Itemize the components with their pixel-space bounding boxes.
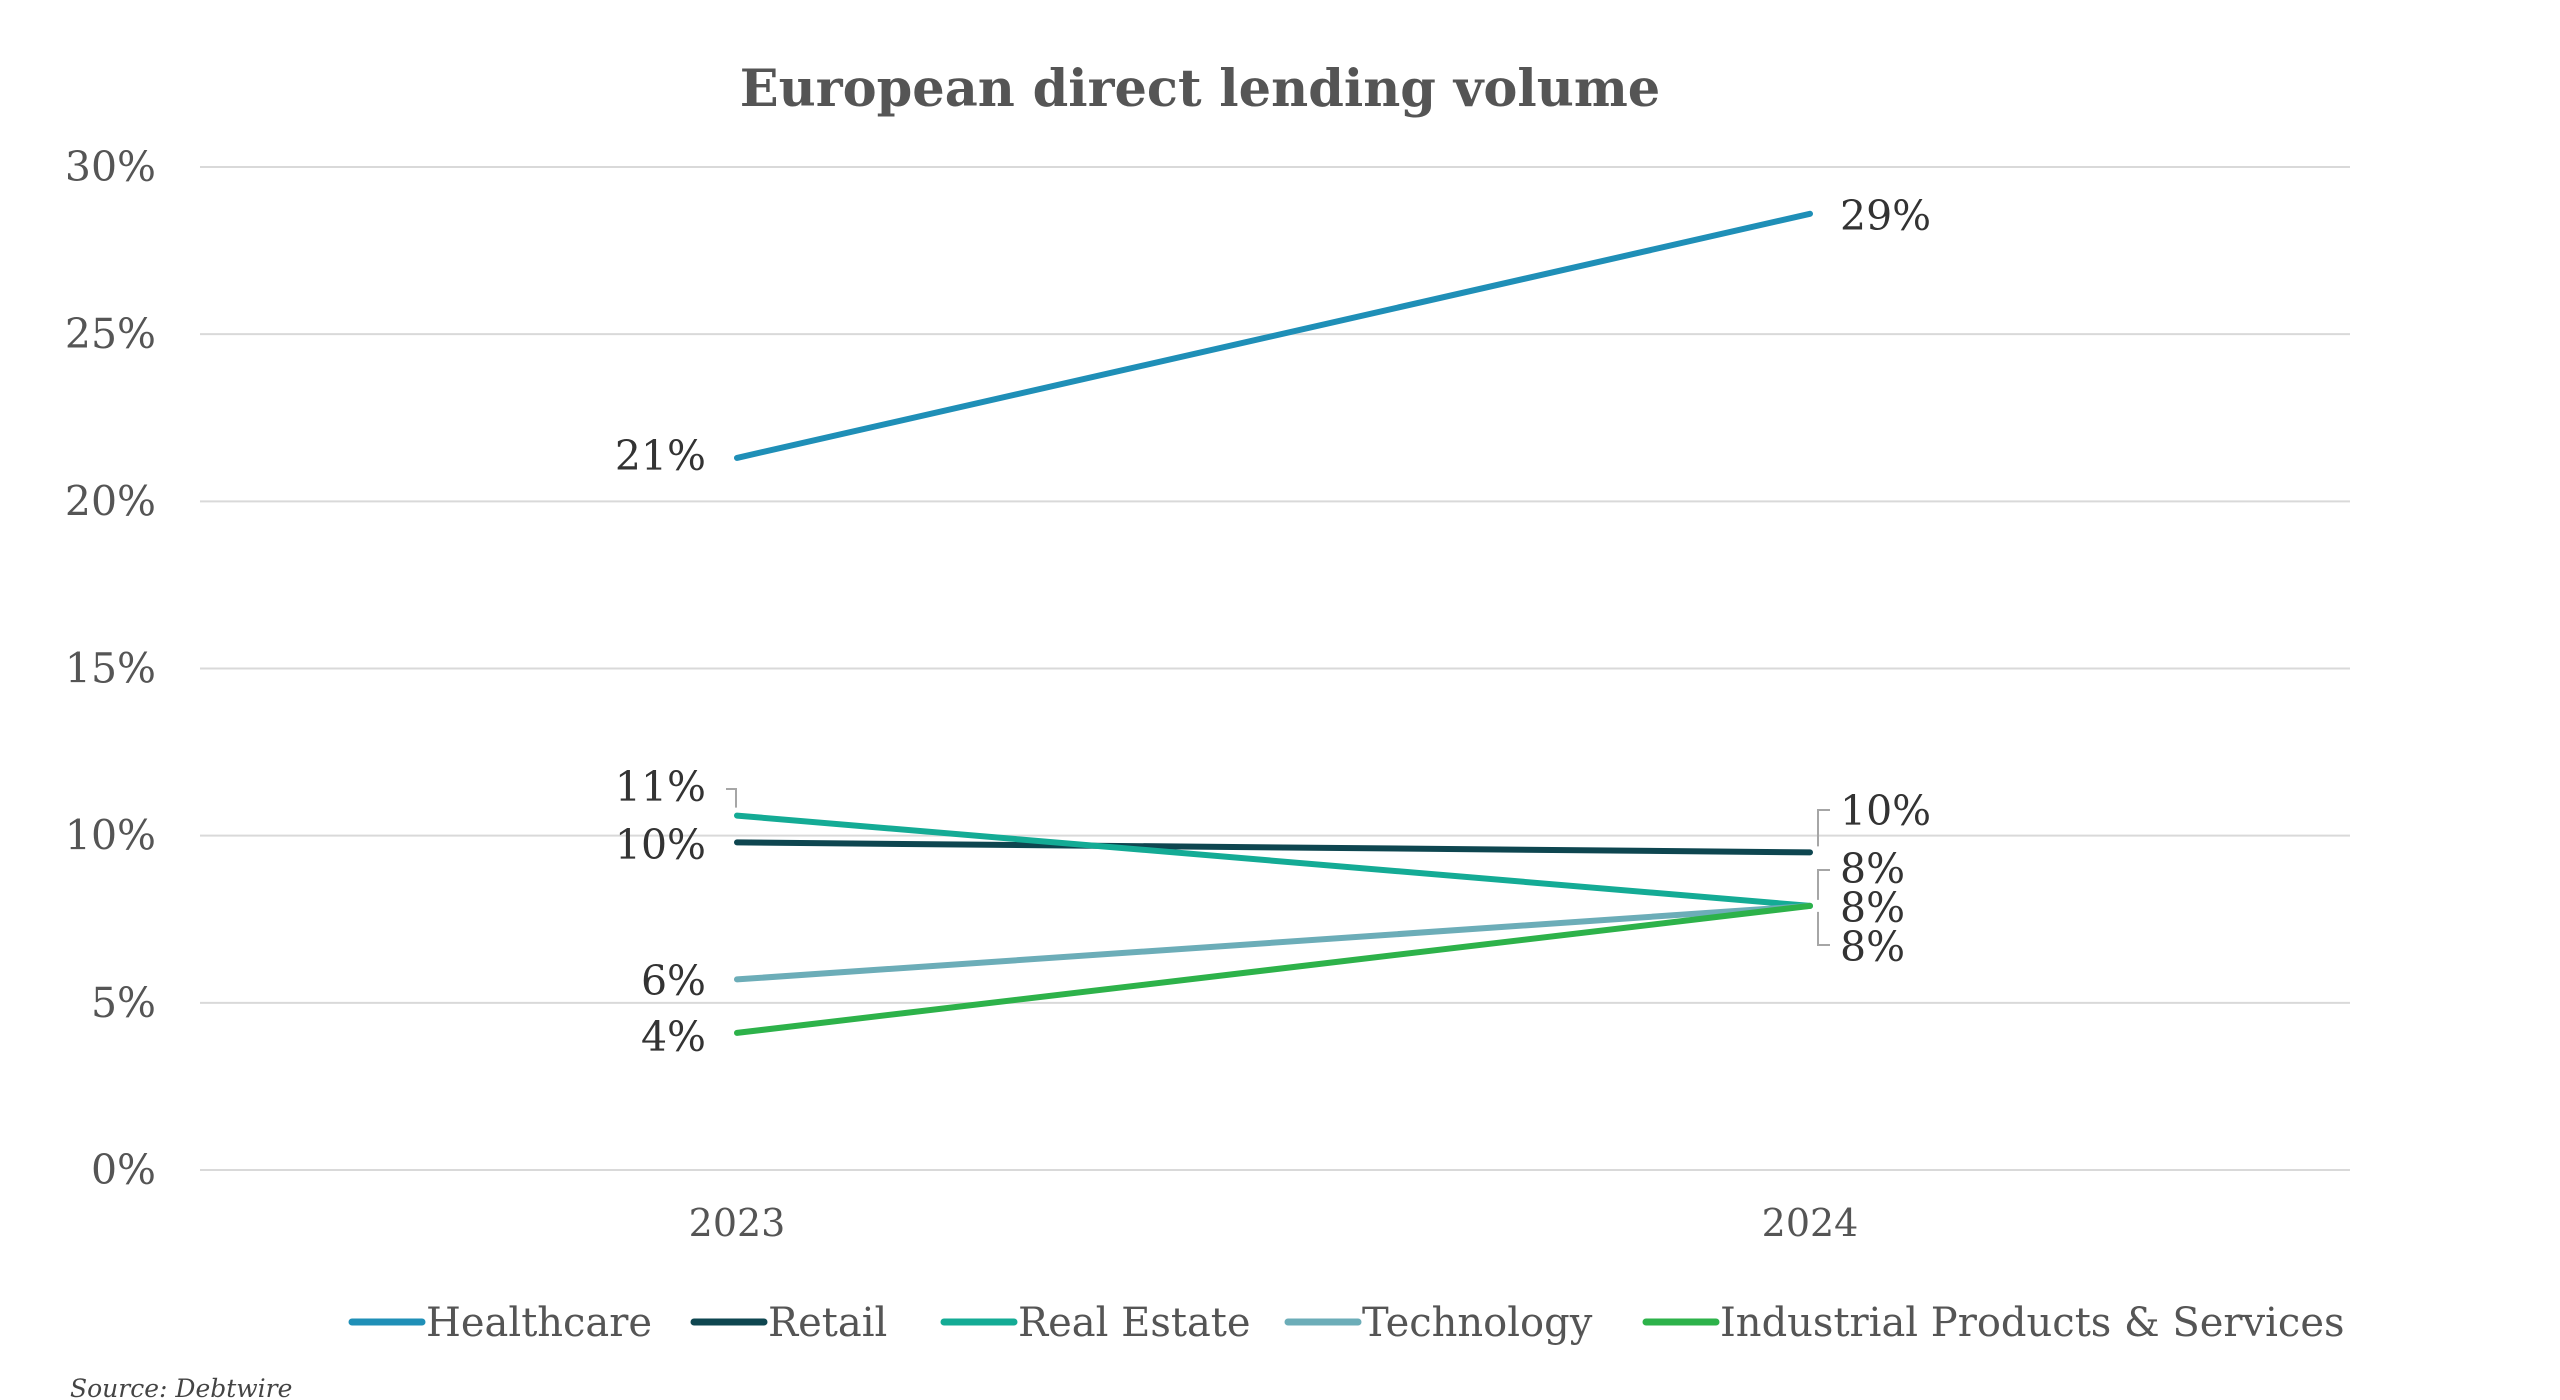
data-label-2024: 8% <box>1840 845 1905 893</box>
legend-label: Healthcare <box>426 1300 652 1346</box>
y-tick-label: 15% <box>65 645 156 693</box>
legend-label: Real Estate <box>1018 1300 1251 1346</box>
leader-line <box>726 788 737 808</box>
series-lines <box>734 210 1813 1036</box>
chart-title: European direct lending volume <box>740 59 1661 119</box>
data-label-2023: 11% <box>615 763 706 811</box>
data-label-2024: 29% <box>1840 192 1931 240</box>
data-label-2024: 10% <box>1840 787 1931 835</box>
data-label-2023: 10% <box>615 821 706 869</box>
data-label-2024: 8% <box>1840 923 1905 971</box>
series-line-industrial-products-services <box>734 902 1813 1036</box>
series-line-healthcare <box>734 210 1813 461</box>
legend: Healthcare Retail Real Estate Technology Ind… <box>348 1300 2345 1346</box>
y-tick-label: 30% <box>65 143 156 191</box>
data-label-2023: 21% <box>615 432 706 480</box>
leader-line <box>1817 869 1830 900</box>
legend-label: Retail <box>768 1300 887 1346</box>
y-tick-label: 0% <box>91 1146 156 1194</box>
y-tick-label: 5% <box>91 979 156 1027</box>
leader-line <box>1817 911 1830 946</box>
data-labels: 21% 29% 10% 10% 11% 8% 6% 8% 4% 8% <box>615 192 1931 1061</box>
source-note: Source: Debtwire <box>70 1374 292 1400</box>
y-axis-ticks: 0% 5% 10% 15% 20% 25% 30% <box>65 143 156 1194</box>
leader-line <box>1817 809 1830 847</box>
legend-label: Industrial Products & Services <box>1720 1300 2345 1346</box>
x-tick-label: 2023 <box>689 1201 786 1245</box>
y-tick-label: 20% <box>65 477 156 525</box>
gridlines <box>200 166 2350 1171</box>
legend-label: Technology <box>1362 1300 1593 1346</box>
y-tick-label: 10% <box>65 812 156 860</box>
x-axis-ticks: 2023 2024 <box>689 1201 1859 1245</box>
data-label-2023: 4% <box>641 1013 706 1061</box>
y-tick-label: 25% <box>65 310 156 358</box>
series-line-retail <box>734 839 1813 856</box>
series-line-real-estate <box>734 812 1813 909</box>
data-label-2024: 8% <box>1840 884 1905 932</box>
x-tick-label: 2024 <box>1762 1201 1859 1245</box>
data-label-2023: 6% <box>641 957 706 1005</box>
series-line-technology <box>734 902 1813 983</box>
